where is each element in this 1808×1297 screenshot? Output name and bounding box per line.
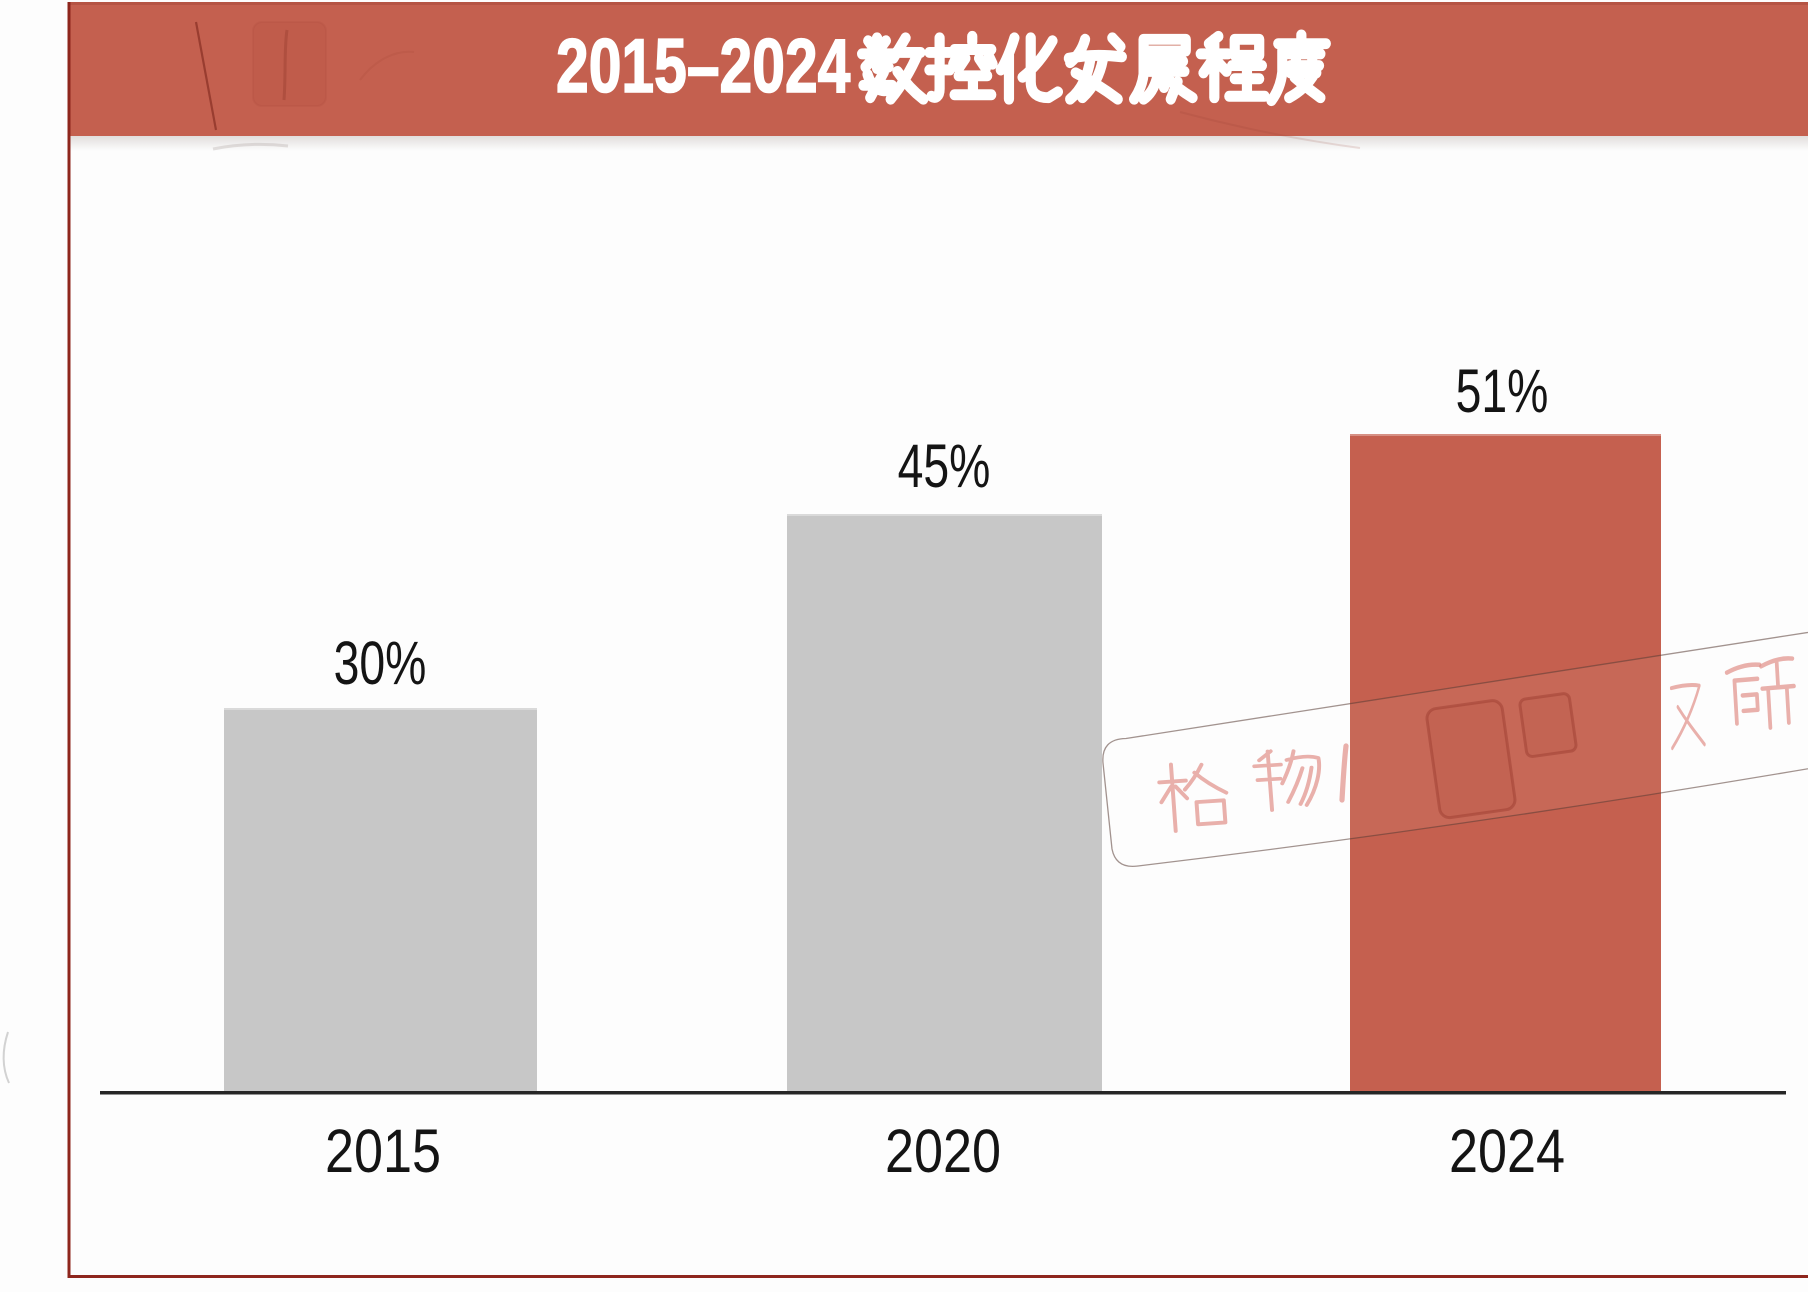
svg-text:51%: 51% xyxy=(1456,358,1549,426)
svg-text:2015–2024: 2015–2024 xyxy=(556,24,851,109)
svg-text:2024: 2024 xyxy=(1449,1118,1565,1186)
svg-text:30%: 30% xyxy=(334,630,427,698)
svg-text:2015: 2015 xyxy=(325,1118,441,1186)
svg-text:2020: 2020 xyxy=(885,1118,1001,1186)
svg-text:45%: 45% xyxy=(898,433,991,501)
